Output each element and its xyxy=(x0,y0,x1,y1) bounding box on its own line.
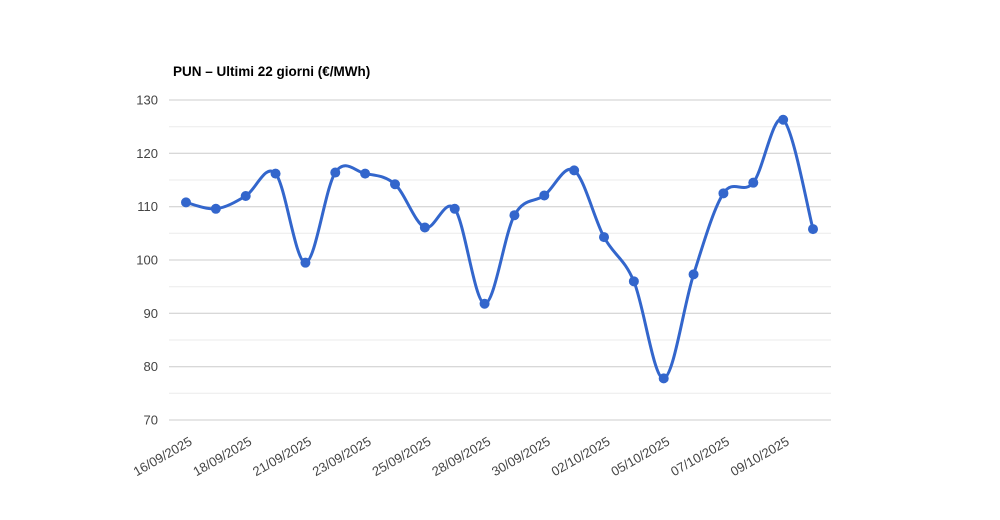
data-point[interactable] xyxy=(808,224,818,235)
data-point[interactable] xyxy=(688,269,699,280)
x-axis-tick-label: 21/09/2025 xyxy=(250,434,314,480)
y-axis-tick-labels: 70 80 90 100 110 120 130 xyxy=(136,93,158,428)
data-point[interactable] xyxy=(658,373,669,384)
x-axis-tick-label: 16/09/2025 xyxy=(131,434,195,480)
data-point[interactable] xyxy=(449,203,460,214)
y-axis-tick-label: 80 xyxy=(144,359,158,374)
data-point[interactable] xyxy=(181,197,191,208)
pun-series-line xyxy=(184,117,815,380)
data-point[interactable] xyxy=(778,114,789,125)
x-axis-tick-label: 18/09/2025 xyxy=(190,434,254,480)
data-point[interactable] xyxy=(330,167,341,178)
x-axis-tick-label: 05/10/2025 xyxy=(608,434,672,480)
pun-series xyxy=(181,114,818,384)
x-axis-tick-label: 25/09/2025 xyxy=(370,434,434,480)
data-point[interactable] xyxy=(509,210,520,221)
data-point[interactable] xyxy=(748,177,759,188)
y-axis-tick-label: 70 xyxy=(144,413,158,428)
y-axis-tick-label: 100 xyxy=(136,253,158,268)
data-point[interactable] xyxy=(210,203,221,214)
data-point[interactable] xyxy=(718,188,729,199)
data-point[interactable] xyxy=(628,276,639,287)
x-axis-tick-label: 28/09/2025 xyxy=(429,434,493,480)
x-axis-tick-label: 23/09/2025 xyxy=(310,434,374,480)
data-point[interactable] xyxy=(479,298,490,309)
data-point[interactable] xyxy=(270,168,281,179)
x-axis-tick-label: 30/09/2025 xyxy=(489,434,553,480)
y-axis-tick-label: 90 xyxy=(144,306,158,321)
x-axis-tick-label: 09/10/2025 xyxy=(728,434,792,480)
y-axis-tick-label: 120 xyxy=(136,146,158,161)
major-gridlines xyxy=(169,99,831,421)
data-point[interactable] xyxy=(419,222,430,233)
data-point[interactable] xyxy=(360,168,371,179)
data-point[interactable] xyxy=(390,179,400,190)
y-axis-tick-label: 110 xyxy=(137,199,158,214)
data-point[interactable] xyxy=(599,232,609,243)
x-axis-tick-label: 02/10/2025 xyxy=(549,434,613,480)
chart-title: PUN – Ultimi 22 giorni (€/MWh) xyxy=(173,64,370,79)
x-axis-tick-label: 07/10/2025 xyxy=(668,434,732,480)
x-axis-tick-labels: 16/09/202518/09/202521/09/202523/09/2025… xyxy=(131,434,792,480)
y-axis-tick-label: 130 xyxy=(136,93,158,108)
data-point[interactable] xyxy=(539,190,550,201)
data-point[interactable] xyxy=(300,257,311,268)
data-point[interactable] xyxy=(240,191,251,201)
data-point[interactable] xyxy=(569,165,580,176)
